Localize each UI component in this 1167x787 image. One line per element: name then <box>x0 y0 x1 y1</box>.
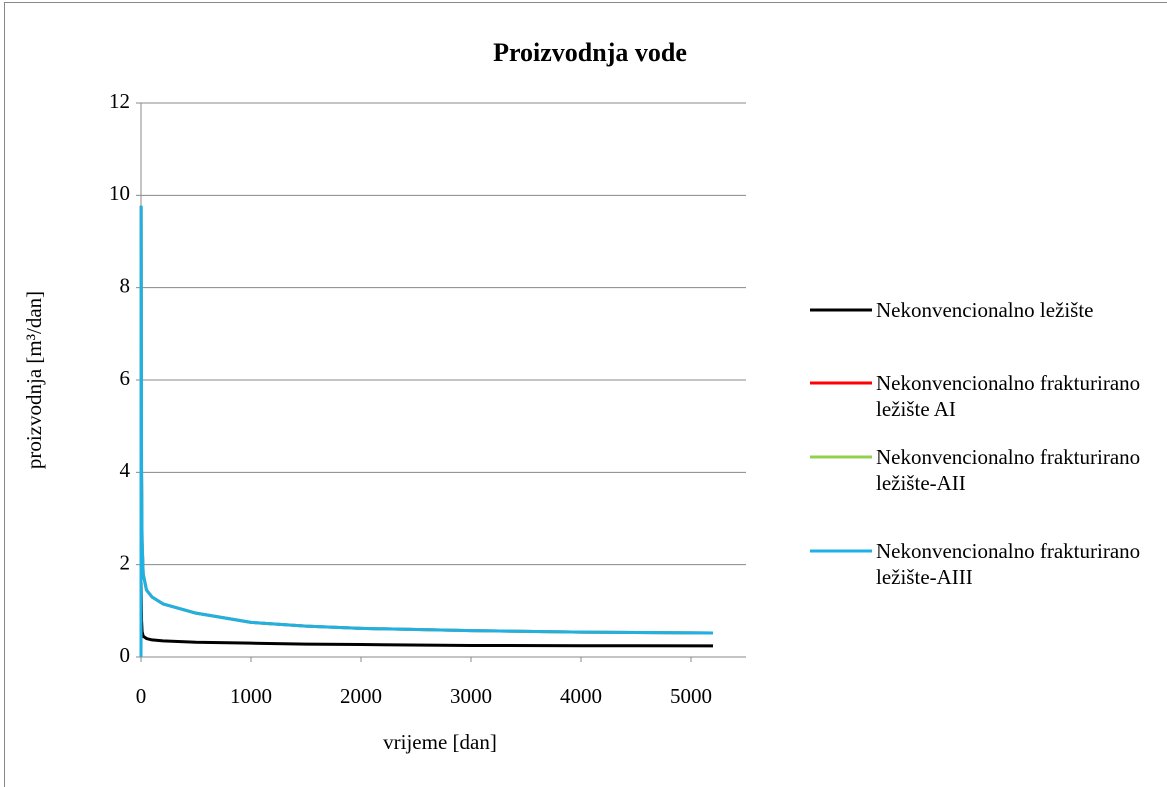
legend-label: Nekonvencionalno frakturirano ležište-AI… <box>876 445 1141 495</box>
y-tick-label: 6 <box>120 366 131 390</box>
y-tick-label: 0 <box>120 643 131 667</box>
series-line <box>139 205 714 658</box>
series-line <box>139 581 714 658</box>
y-tick-label: 4 <box>120 458 131 482</box>
x-tick-label: 0 <box>136 684 147 708</box>
x-tick-label: 5000 <box>670 684 712 708</box>
legend-label: Nekonvencionalno ležište <box>876 298 1094 322</box>
x-axis-label: vrijeme [dan] <box>383 730 497 754</box>
frame <box>4 2 1167 787</box>
x-tick-label: 1000 <box>230 684 272 708</box>
legend-label: Nekonvencionalno frakturirano ležište-AI… <box>876 539 1141 589</box>
x-tick-label: 3000 <box>450 684 492 708</box>
series-line <box>139 205 714 658</box>
y-tick-label: 12 <box>109 89 130 113</box>
x-tick-label: 2000 <box>340 684 382 708</box>
series-line <box>139 205 714 658</box>
y-tick-label: 2 <box>120 550 131 574</box>
x-tick-label: 4000 <box>560 684 602 708</box>
y-tick-label: 10 <box>109 181 130 205</box>
y-tick-label: 8 <box>120 273 131 297</box>
y-axis-label: proizvodnja [m³/dan] <box>22 291 46 469</box>
chart-title: Proizvodnja vode <box>493 38 687 67</box>
legend-label: Nekonvencionalno frakturirano ležište AI <box>876 371 1141 421</box>
